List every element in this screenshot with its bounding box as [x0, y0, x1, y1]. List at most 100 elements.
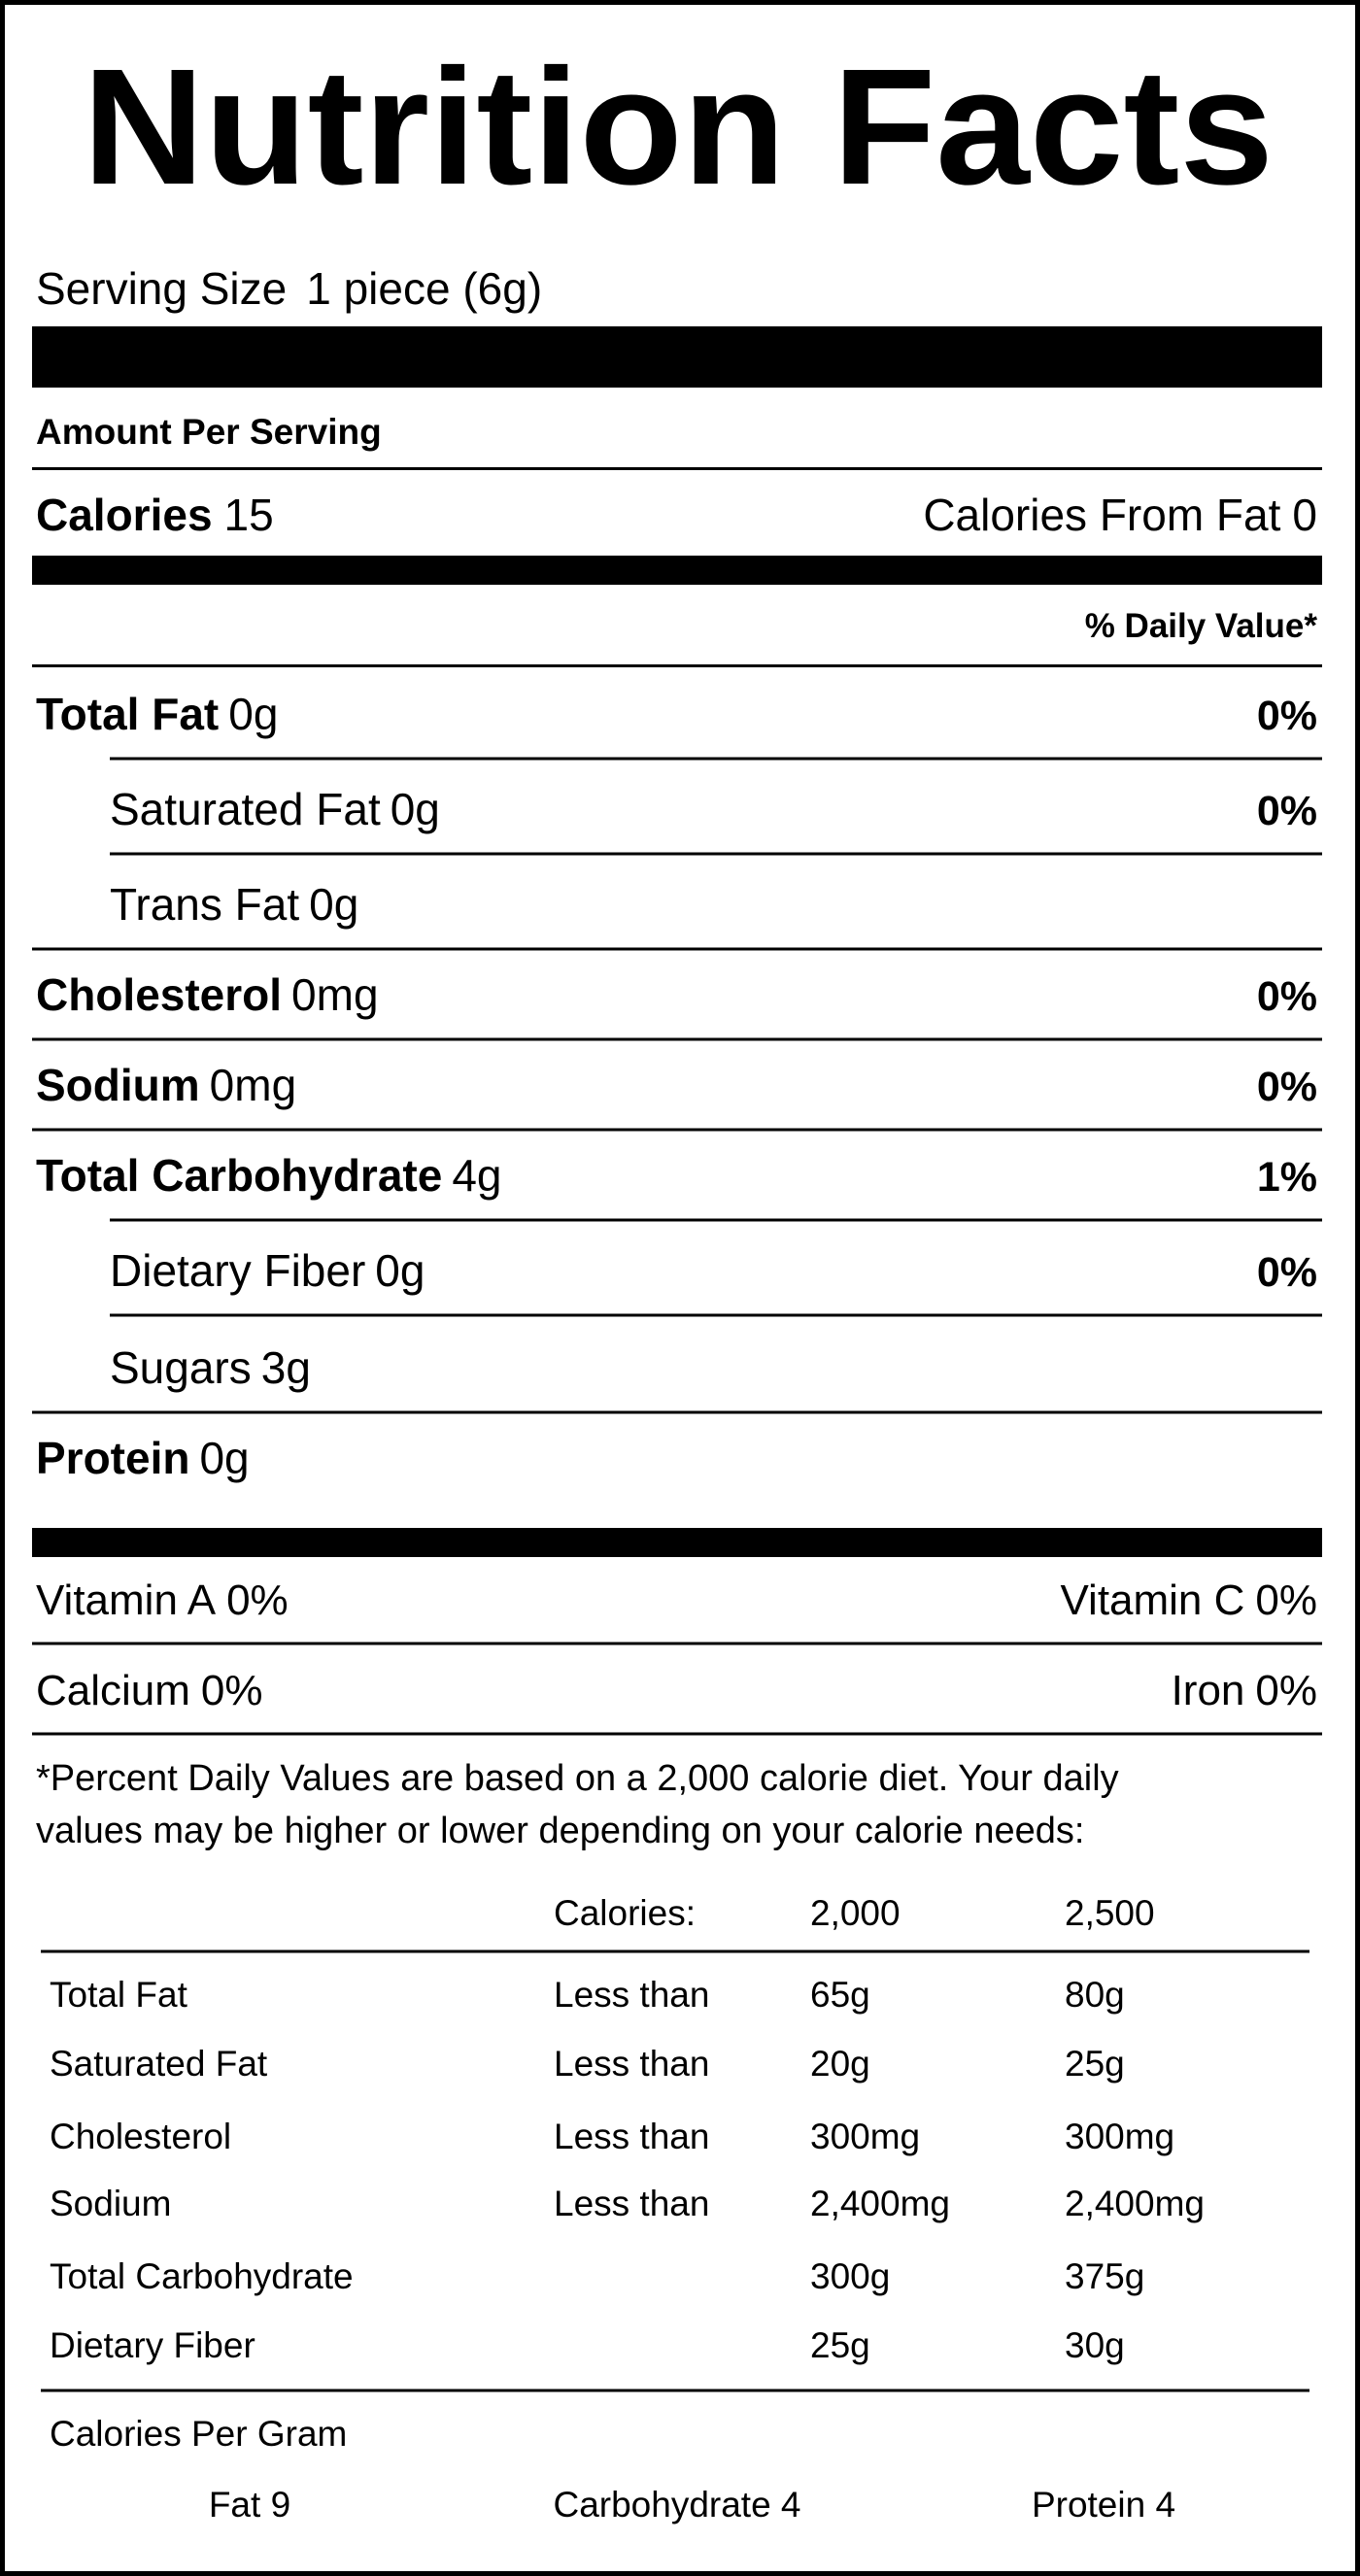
- calories-value: 15: [224, 490, 274, 540]
- nutrient-dv: 0%: [1257, 973, 1317, 1020]
- nutrient-row: Sugars 3g: [110, 1342, 311, 1393]
- calories-label: Calories: [36, 490, 213, 540]
- rule: [41, 1949, 1309, 1953]
- dv-table-cell: Saturated Fat: [50, 2044, 268, 2084]
- nutrient-amount: 0mg: [291, 969, 378, 1020]
- medium-rule: [32, 556, 1322, 585]
- medium-rule: [32, 1528, 1322, 1557]
- serving-label: Serving Size: [36, 263, 287, 314]
- nutrient-dv: 0%: [1257, 1249, 1317, 1296]
- dv-table-cell: 375g: [1065, 2256, 1144, 2296]
- serving-value: 1 piece (6g): [306, 263, 542, 314]
- nutrient-dv: 0%: [1257, 693, 1317, 739]
- nutrient-row: Total Carbohydrate 4g: [36, 1150, 501, 1201]
- rule: [41, 2389, 1309, 2392]
- rule: [32, 1410, 1322, 1414]
- amount-per-serving: Amount Per Serving: [36, 412, 382, 452]
- calories-per-gram-item: Fat 9: [209, 2485, 290, 2525]
- nutrient-amount: 0g: [199, 1433, 249, 1483]
- calories-fat-label: Calories From Fat: [923, 490, 1280, 540]
- daily-value-header: % Daily Value*: [1085, 607, 1318, 645]
- calories-per-gram-item: Protein 4: [1032, 2485, 1175, 2525]
- rule: [32, 1642, 1322, 1645]
- rule: [32, 1037, 1322, 1041]
- dv-table-cell: 300g: [810, 2256, 890, 2296]
- dv-table-cell: Total Fat: [50, 1975, 188, 2015]
- calories-fat-value: 0: [1292, 490, 1317, 540]
- rule: [32, 467, 1322, 470]
- nutrient-amount: 3g: [261, 1342, 311, 1393]
- vitamin-name: Iron: [1172, 1667, 1245, 1714]
- vitamin-name: Vitamin A: [36, 1576, 217, 1624]
- dv-table-cell: Sodium: [50, 2184, 171, 2223]
- nutrient-amount: 0g: [375, 1245, 425, 1296]
- nutrient-dv: 0%: [1257, 1064, 1317, 1110]
- dv-table-cell: 30g: [1065, 2325, 1125, 2365]
- nutrient-amount: 0mg: [210, 1060, 296, 1110]
- dv-table-cell: 300mg: [810, 2117, 920, 2156]
- nutrient-row: Dietary Fiber 0g: [110, 1245, 425, 1296]
- dv-table-cell: Less than: [554, 2117, 709, 2156]
- nutrient-row: Saturated Fat 0g: [110, 784, 440, 834]
- nutrient-amount: 4g: [452, 1150, 501, 1201]
- dv-table-cell: Less than: [554, 1975, 709, 2015]
- calories-per-gram-title: Calories Per Gram: [50, 2414, 347, 2454]
- calories-per-gram-item: Carbohydrate 4: [553, 2485, 800, 2525]
- dv-table-header: 2,500: [1065, 1893, 1155, 1933]
- dv-table-cell: Dietary Fiber: [50, 2325, 255, 2365]
- dv-table-cell: 2,400mg: [810, 2184, 950, 2223]
- vitamin-name: Vitamin C: [1060, 1576, 1244, 1624]
- vitamin: Calcium 0%: [36, 1667, 263, 1714]
- dv-table-cell: 2,400mg: [1065, 2184, 1205, 2223]
- nutrient-name: Saturated Fat: [110, 784, 381, 834]
- nutrient-amount: 0g: [391, 784, 440, 834]
- vitamin-value: 0%: [226, 1576, 289, 1624]
- nutrient-row: Total Fat 0g: [36, 689, 278, 739]
- dv-table-cell: Less than: [554, 2184, 709, 2223]
- rule: [110, 1313, 1322, 1317]
- serving-size: Serving Size 1 piece (6g): [36, 263, 542, 314]
- nutrient-row: Trans Fat 0g: [110, 879, 358, 930]
- dv-table-cell: Total Carbohydrate: [50, 2256, 354, 2296]
- dv-table-cell: 65g: [810, 1975, 870, 2015]
- nutrient-name: Sugars: [110, 1342, 252, 1393]
- vitamin: Vitamin C 0%: [1060, 1576, 1317, 1624]
- rule: [32, 947, 1322, 951]
- dv-table-header: Calories:: [554, 1893, 696, 1933]
- nutrient-amount: 0g: [309, 879, 358, 930]
- dv-table-cell: 25g: [1065, 2044, 1125, 2084]
- title: Nutrition Facts: [83, 35, 1274, 220]
- dv-table-cell: 80g: [1065, 1975, 1125, 2015]
- nutrient-row: Cholesterol 0mg: [36, 969, 379, 1020]
- dv-table-cell: Cholesterol: [50, 2117, 231, 2156]
- calories-from-fat: Calories From Fat 0: [923, 490, 1317, 540]
- nutrient-dv: 1%: [1257, 1154, 1317, 1201]
- nutrient-name: Sodium: [36, 1060, 200, 1110]
- nutrient-name: Total Carbohydrate: [36, 1150, 442, 1201]
- vitamin-value: 0%: [1255, 1576, 1317, 1624]
- dv-table-cell: Less than: [554, 2044, 709, 2084]
- nutrient-name: Cholesterol: [36, 969, 282, 1020]
- rule: [32, 1128, 1322, 1132]
- dv-table-cell: 300mg: [1065, 2117, 1174, 2156]
- rule: [110, 852, 1322, 856]
- footnote: *Percent Daily Values are based on a 2,0…: [36, 1758, 1119, 1799]
- dv-table-cell: 20g: [810, 2044, 870, 2084]
- nutrient-amount: 0g: [228, 689, 278, 739]
- footnote: values may be higher or lower depending …: [36, 1811, 1084, 1851]
- rule: [32, 1732, 1322, 1736]
- vitamin: Iron 0%: [1172, 1667, 1317, 1714]
- nutrient-name: Total Fat: [36, 689, 219, 739]
- vitamin-value: 0%: [201, 1667, 263, 1714]
- nutrient-row: Protein 0g: [36, 1433, 250, 1483]
- vitamin-name: Calcium: [36, 1667, 190, 1714]
- nutrient-row: Sodium 0mg: [36, 1060, 296, 1110]
- nutrient-dv: 0%: [1257, 788, 1317, 834]
- nutrient-name: Protein: [36, 1433, 189, 1483]
- rule: [32, 664, 1322, 667]
- dv-table-cell: 25g: [810, 2325, 870, 2365]
- calories: Calories 15: [36, 490, 274, 540]
- nutrient-name: Dietary Fiber: [110, 1245, 365, 1296]
